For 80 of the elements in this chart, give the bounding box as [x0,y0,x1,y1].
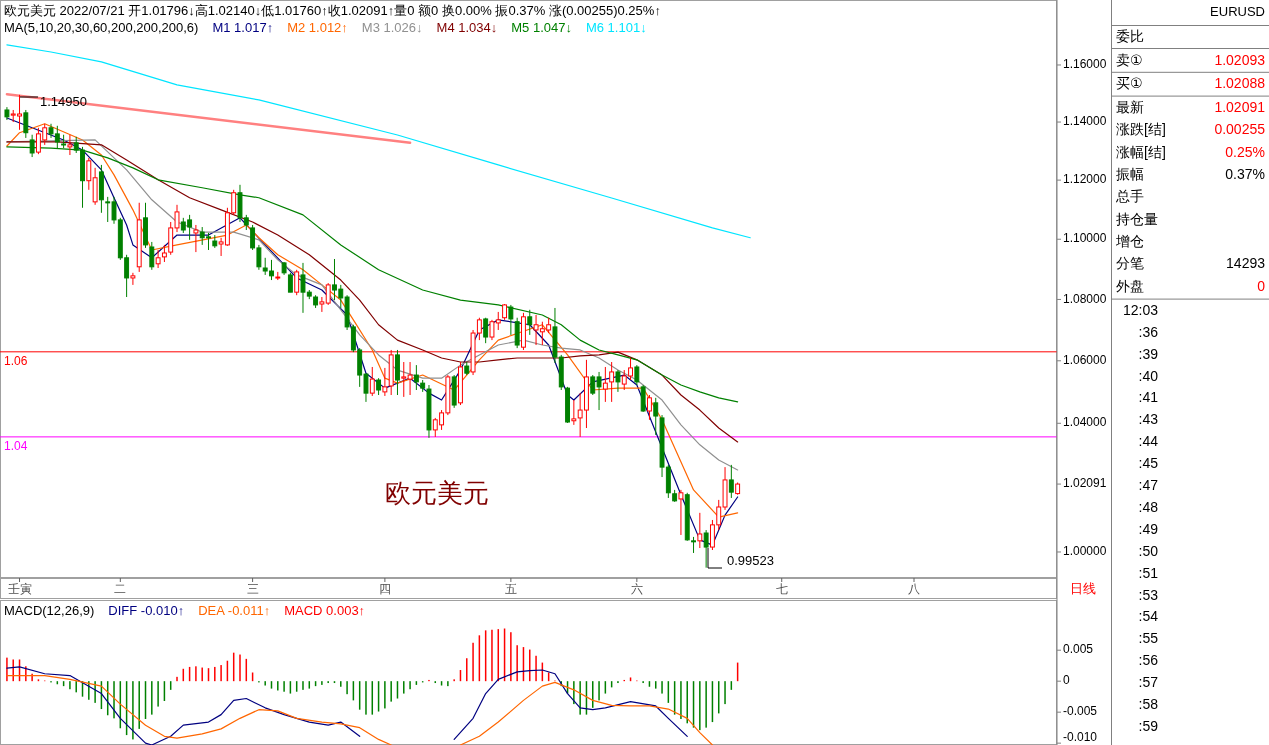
y-tick-label: 1.06000 [1063,352,1107,367]
text: 1.02088 [1214,75,1265,92]
x-tick-label: 七 [775,582,788,597]
text: M5 1.047↓ [511,20,572,36]
category-label: 买① [1116,75,1143,92]
legend-title: MACD(12,26,9) [4,603,95,619]
text: DEA -0.011↑ [198,603,271,619]
annotation: 0.99523 [727,553,774,569]
text: :59 [1138,717,1159,734]
x-tick-label: 六 [630,582,643,597]
category-label: 振幅 [1116,166,1144,182]
y-tick-label: 1.14000 [1063,114,1107,129]
text: :45 [1138,455,1159,472]
x-tick-label: 壬寅 [7,582,32,597]
text: 1.02093 [1214,51,1265,68]
category-label: 委比 [1116,27,1144,44]
text: M4 1.034↓ [436,20,498,36]
category-label: 总手 [1115,188,1144,205]
category-label: 涨跌[结] [1116,121,1166,138]
text: M6 1.101↓ [585,20,647,36]
category-label: 涨幅[结] [1116,143,1166,160]
chart-title: 欧元美元 2022/07/21 开1.01796↓高1.02140↓低1.01760↑收1.02091↑量0 额0 换0.00% 振0.37% 涨(0.00255)0.25%↑ [4,3,661,19]
text: M2 1.012↑ [287,20,348,36]
category-label: 最新 [1116,99,1144,116]
annotation: 1.14950 [40,94,87,110]
text: M1 1.017↑ [212,20,274,36]
text: :44 [1138,433,1159,450]
y-tick-label: -0.005 [1063,704,1098,719]
text: DIFF -0.010↑ [108,603,185,619]
text: M3 1.026↓ [361,20,423,36]
ref-line-label: 1.04 [4,439,28,454]
text: :54 [1138,608,1159,625]
y-tick-label: 1.00000 [1063,544,1107,559]
ref-line-label: 1.06 [4,353,28,368]
legend-title: MA(5,10,20,30,60,200,200,200,6) [4,20,199,36]
text: :39 [1138,345,1159,362]
text: 12:03 [1122,301,1159,318]
text: :49 [1138,520,1159,537]
text: :40 [1138,367,1159,384]
category-label: 卖① [1116,51,1143,68]
text: 1.02091 [1214,99,1265,116]
y-tick-label: 1.10000 [1063,231,1107,246]
text: 14293 [1226,255,1265,272]
text: :57 [1138,674,1159,691]
y-tick-label: 1.02091 [1063,476,1107,491]
text: 0.37% [1225,166,1265,182]
text: :36 [1138,323,1159,340]
y-tick-label: 0.005 [1063,642,1094,657]
y-tick-label: 1.16000 [1063,57,1107,72]
text: :56 [1138,652,1159,669]
x-tick-label: 八 [908,582,921,597]
category-label: 外盘 [1116,277,1144,294]
x-tick-label: 四 [378,582,391,597]
y-tick-label: 1.08000 [1063,291,1107,306]
x-tick-label: 五 [504,582,517,597]
y-tick-label: 1.04000 [1063,415,1107,430]
category-label: 持仓量 [1116,210,1158,227]
text: :48 [1138,498,1159,515]
text: 0.00255 [1214,121,1265,138]
x-tick-label: 二 [114,582,127,597]
y-tick-label: 0 [1063,673,1070,688]
annotation: 欧元美元 [385,477,489,508]
text: :55 [1138,630,1159,647]
text: :58 [1138,696,1159,712]
text: :53 [1138,586,1159,603]
text: 日线 [1070,581,1096,597]
y-tick-label: -0.010 [1063,730,1098,745]
text: EURUSD [1210,4,1265,20]
text: :50 [1138,542,1159,559]
text: MACD 0.003↑ [284,603,366,619]
text: :43 [1138,411,1159,428]
category-label: 分笔 [1116,255,1144,272]
text: :47 [1138,477,1159,493]
text: 0.25% [1225,143,1265,160]
text: 0 [1257,277,1265,294]
text: :51 [1138,564,1159,581]
category-label: 增仓 [1115,232,1144,249]
y-tick-label: 1.12000 [1063,172,1107,187]
x-tick-label: 三 [246,582,259,597]
text: :41 [1138,389,1159,406]
